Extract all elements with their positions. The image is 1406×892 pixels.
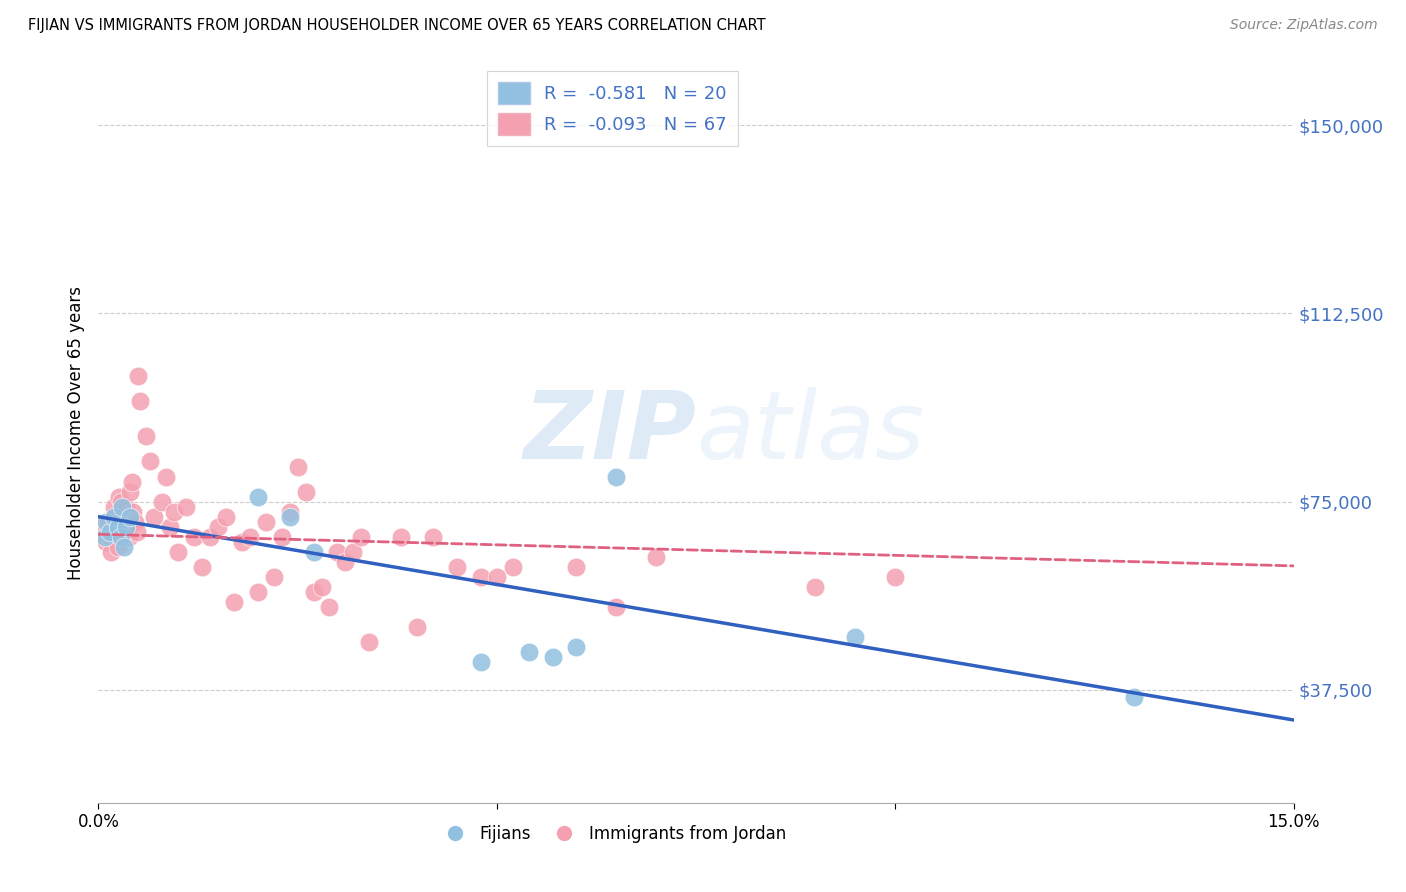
- Point: [311, 580, 333, 594]
- Point: [94, 520, 117, 534]
- Point: [143, 509, 166, 524]
- Point: [120, 509, 142, 524]
- Point: [159, 520, 181, 534]
- Point: [103, 500, 125, 514]
- Point: [485, 570, 508, 584]
- Y-axis label: Householder Income Over 65 years: Householder Income Over 65 years: [66, 285, 84, 580]
- Point: [98, 530, 121, 544]
- Point: [263, 570, 285, 584]
- Point: [111, 500, 134, 514]
- Point: [254, 515, 277, 529]
- Point: [198, 530, 221, 544]
- Point: [174, 500, 197, 514]
- Point: [804, 580, 827, 594]
- Point: [101, 509, 124, 524]
- Point: [844, 630, 866, 644]
- Point: [302, 545, 325, 559]
- Point: [350, 530, 373, 544]
- Point: [605, 469, 627, 483]
- Point: [167, 545, 190, 559]
- Point: [541, 650, 564, 665]
- Point: [318, 600, 340, 615]
- Point: [139, 454, 162, 468]
- Point: [605, 600, 627, 615]
- Point: [502, 560, 524, 574]
- Point: [114, 500, 136, 514]
- Point: [215, 509, 238, 524]
- Point: [287, 459, 309, 474]
- Point: [112, 524, 135, 539]
- Point: [246, 585, 269, 599]
- Point: [884, 570, 907, 584]
- Point: [112, 540, 135, 554]
- Point: [645, 549, 668, 564]
- Point: [110, 494, 132, 508]
- Point: [239, 530, 262, 544]
- Point: [470, 570, 492, 584]
- Point: [96, 534, 118, 549]
- Point: [231, 534, 253, 549]
- Point: [118, 530, 141, 544]
- Point: [359, 635, 381, 649]
- Point: [1123, 690, 1146, 705]
- Text: ZIP: ZIP: [523, 386, 696, 479]
- Point: [406, 620, 429, 634]
- Point: [97, 515, 120, 529]
- Point: [326, 545, 349, 559]
- Point: [294, 484, 316, 499]
- Point: [270, 530, 292, 544]
- Point: [103, 509, 125, 524]
- Point: [135, 429, 157, 443]
- Point: [127, 369, 149, 384]
- Point: [207, 520, 229, 534]
- Point: [121, 475, 143, 489]
- Point: [107, 540, 129, 554]
- Point: [115, 520, 138, 534]
- Point: [302, 585, 325, 599]
- Point: [335, 555, 357, 569]
- Point: [150, 494, 173, 508]
- Text: FIJIAN VS IMMIGRANTS FROM JORDAN HOUSEHOLDER INCOME OVER 65 YEARS CORRELATION CH: FIJIAN VS IMMIGRANTS FROM JORDAN HOUSEHO…: [28, 18, 766, 33]
- Point: [96, 515, 118, 529]
- Point: [470, 655, 492, 669]
- Point: [565, 640, 588, 655]
- Point: [110, 530, 132, 544]
- Point: [155, 469, 177, 483]
- Point: [98, 524, 122, 539]
- Point: [120, 484, 142, 499]
- Point: [111, 509, 134, 524]
- Point: [565, 560, 588, 574]
- Point: [183, 530, 205, 544]
- Point: [128, 394, 150, 409]
- Text: Source: ZipAtlas.com: Source: ZipAtlas.com: [1230, 18, 1378, 32]
- Point: [107, 520, 129, 534]
- Point: [246, 490, 269, 504]
- Text: atlas: atlas: [696, 387, 924, 478]
- Point: [122, 505, 145, 519]
- Point: [100, 545, 122, 559]
- Point: [278, 509, 301, 524]
- Point: [115, 520, 138, 534]
- Point: [517, 645, 540, 659]
- Point: [104, 524, 127, 539]
- Point: [278, 505, 301, 519]
- Point: [222, 595, 245, 609]
- Point: [342, 545, 364, 559]
- Point: [389, 530, 412, 544]
- Point: [422, 530, 444, 544]
- Point: [125, 524, 148, 539]
- Point: [94, 530, 117, 544]
- Point: [124, 515, 146, 529]
- Legend: Fijians, Immigrants from Jordan: Fijians, Immigrants from Jordan: [432, 819, 793, 850]
- Point: [446, 560, 468, 574]
- Point: [163, 505, 186, 519]
- Point: [191, 560, 214, 574]
- Point: [108, 490, 131, 504]
